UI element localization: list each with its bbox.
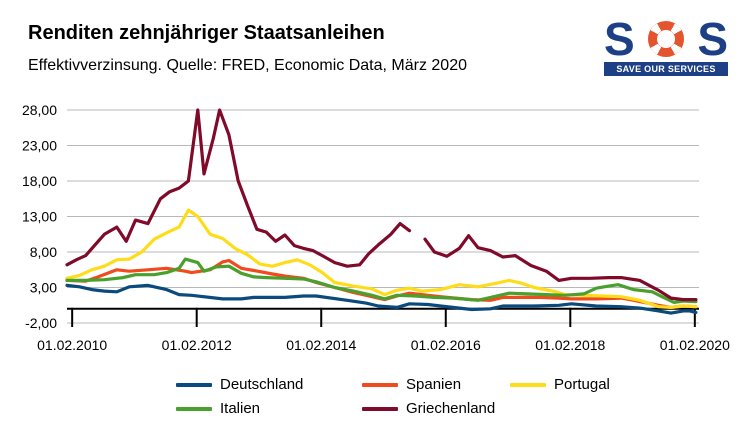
chart-subtitle: Effektivverzinsung. Quelle: FRED, Econom…: [28, 57, 467, 74]
series-line-deutschland: [65, 283, 698, 315]
legend-item: Griechenland: [362, 400, 495, 417]
sos-logo: S S SAVE OUR SERVICES: [604, 13, 728, 78]
logo-tagline: SAVE OUR SERVICES: [604, 62, 728, 76]
logo-letter-s-right: S: [697, 13, 728, 65]
x-tick-label: 01.02.2020: [660, 337, 730, 353]
legend-label: Portugal: [554, 376, 610, 393]
legend-item: Spanien: [362, 376, 461, 393]
legend-swatch: [362, 406, 398, 411]
y-tick-label: 8,00: [30, 244, 57, 260]
x-tick-label: 01.02.2014: [286, 337, 356, 353]
legend-swatch: [510, 382, 546, 387]
legend-item: Deutschland: [176, 376, 303, 393]
x-tick-label: 01.02.2018: [535, 337, 605, 353]
y-tick-label: -2,00: [25, 315, 57, 331]
legend-label: Spanien: [406, 376, 462, 393]
legend-label: Griechenland: [406, 400, 496, 417]
legend-swatch: [176, 382, 212, 387]
series-line-portugal: [65, 208, 698, 309]
legend-item: Portugal: [510, 376, 610, 393]
legend-label: Deutschland: [220, 376, 304, 393]
y-tick-label: 3,00: [30, 280, 57, 296]
legend-item: Italien: [176, 400, 260, 417]
y-tick-label: 13,00: [22, 209, 57, 225]
legend-swatch: [362, 382, 398, 387]
series-line-spanien: [65, 258, 698, 309]
legend-swatch: [176, 406, 212, 411]
y-tick-label: 23,00: [22, 138, 57, 154]
x-tick-label: 01.02.2016: [411, 337, 481, 353]
logo-letters: S S: [604, 13, 728, 65]
legend-label: Italien: [220, 400, 261, 417]
series-line-griechenland: [65, 108, 412, 268]
series-line-griechenland-2: [423, 234, 698, 302]
logo-letter-s-left: S: [604, 13, 635, 65]
lifebuoy-icon: [648, 21, 684, 57]
series-line-italien: [65, 257, 698, 304]
y-tick-label: 18,00: [22, 173, 57, 189]
x-tick-label: 01.02.2012: [162, 337, 232, 353]
x-tick-label: 01.02.2010: [37, 337, 107, 353]
y-tick-label: 28,00: [22, 102, 57, 118]
chart-title: Renditen zehnjähriger Staatsanleihen: [28, 22, 385, 44]
